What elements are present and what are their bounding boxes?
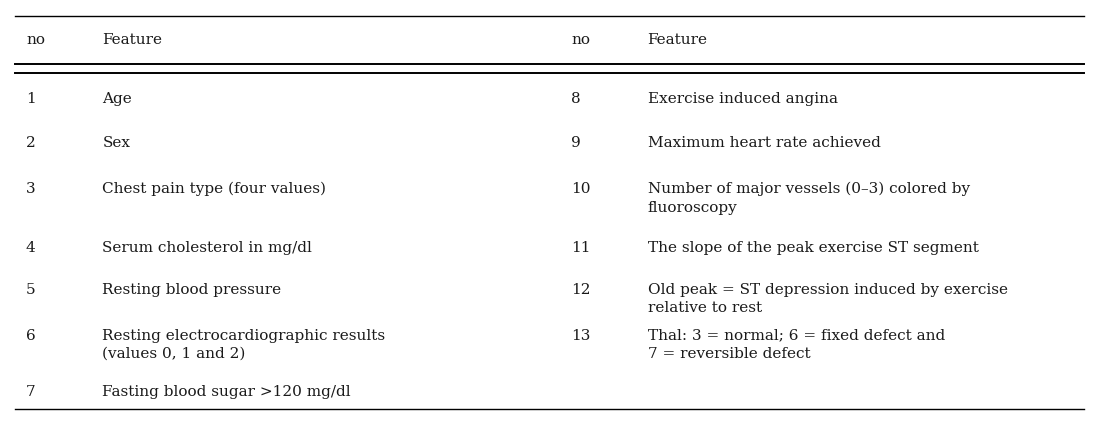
Text: Fasting blood sugar >120 mg/dl: Fasting blood sugar >120 mg/dl [102, 384, 351, 398]
Text: 5: 5 [25, 282, 35, 296]
Text: 1: 1 [25, 92, 35, 106]
Text: Number of major vessels (0–3) colored by
fluoroscopy: Number of major vessels (0–3) colored by… [648, 181, 970, 214]
Text: Maximum heart rate achieved: Maximum heart rate achieved [648, 136, 880, 150]
Text: 4: 4 [25, 240, 35, 254]
Text: Old peak = ST depression induced by exercise
relative to rest: Old peak = ST depression induced by exer… [648, 282, 1007, 314]
Text: The slope of the peak exercise ST segment: The slope of the peak exercise ST segmen… [648, 240, 979, 254]
Text: Resting electrocardiographic results
(values 0, 1 and 2): Resting electrocardiographic results (va… [102, 328, 385, 360]
Text: no: no [25, 33, 45, 47]
Text: Feature: Feature [102, 33, 163, 47]
Text: 9: 9 [571, 136, 581, 150]
Text: 2: 2 [25, 136, 35, 150]
Text: 3: 3 [25, 181, 35, 196]
Text: Thal: 3 = normal; 6 = fixed defect and
7 = reversible defect: Thal: 3 = normal; 6 = fixed defect and 7… [648, 328, 944, 360]
Text: Feature: Feature [648, 33, 707, 47]
Text: 13: 13 [571, 328, 590, 342]
Text: 8: 8 [571, 92, 581, 106]
Text: Exercise induced angina: Exercise induced angina [648, 92, 838, 106]
Text: 11: 11 [571, 240, 591, 254]
Text: 7: 7 [25, 384, 35, 398]
Text: Serum cholesterol in mg/dl: Serum cholesterol in mg/dl [102, 240, 312, 254]
Text: 10: 10 [571, 181, 591, 196]
Text: 6: 6 [25, 328, 35, 342]
Text: Resting blood pressure: Resting blood pressure [102, 282, 281, 296]
Text: Sex: Sex [102, 136, 131, 150]
Text: 12: 12 [571, 282, 591, 296]
Text: Age: Age [102, 92, 132, 106]
Text: Chest pain type (four values): Chest pain type (four values) [102, 181, 327, 196]
Text: no: no [571, 33, 590, 47]
